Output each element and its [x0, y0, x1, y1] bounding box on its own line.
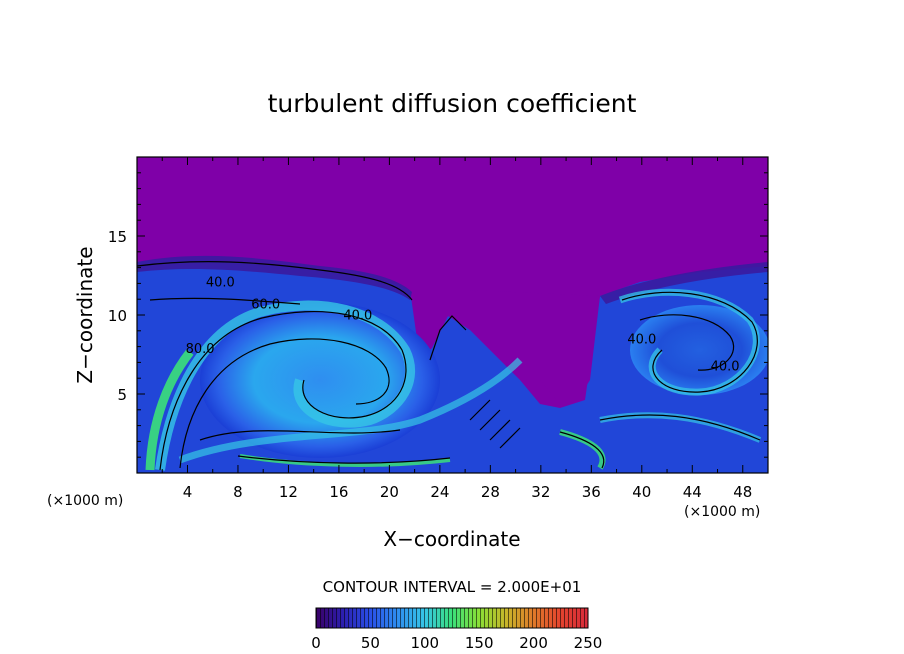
x-tick-label: 8	[233, 483, 243, 501]
x-tick-label: 12	[279, 483, 298, 501]
colorbar-tick-labels: 0 50 100 150 200 250	[311, 634, 602, 652]
inversion-band-right	[600, 262, 768, 304]
x-tick-label: 4	[183, 483, 193, 501]
contour-label: 40.0	[711, 359, 740, 374]
y-tick-label: 10	[108, 307, 127, 325]
y-tick-label: 15	[108, 228, 127, 246]
contour-label: 40.0	[343, 309, 372, 324]
x-tick-label: 40	[632, 483, 651, 501]
right-vortex	[630, 305, 768, 395]
x-tick-label: 24	[430, 483, 449, 501]
x-tick-label: 28	[481, 483, 500, 501]
left-vortex-arm	[155, 300, 415, 471]
x-unit-left: (×1000 m)	[47, 493, 123, 509]
y-axis-ticks: 5 10 15	[108, 172, 768, 458]
lower-cyan-band	[178, 357, 523, 464]
x-unit-right: (×1000 m)	[684, 504, 760, 520]
chart-title: turbulent diffusion coefficient	[268, 89, 637, 118]
x-tick-label: 48	[733, 483, 752, 501]
x-axis-label: X−coordinate	[383, 527, 520, 551]
colorbar-frame	[315, 607, 589, 629]
contour-interval-label: CONTOUR INTERVAL = 2.000E+01	[323, 578, 582, 596]
colorbar-tick-label: 100	[410, 634, 439, 652]
central-purple-intrusion	[470, 290, 600, 404]
x-axis-ticks: 4 8 12 16 20 24 28 32 36 40 44 48	[161, 157, 752, 501]
x-tick-label: 16	[329, 483, 348, 501]
colorbar-tick-label: 200	[519, 634, 548, 652]
colorbar-tick-label: 50	[361, 634, 380, 652]
colorbar-tick-label: 150	[465, 634, 494, 652]
y-axis-label: Z−coordinate	[73, 246, 97, 383]
left-green-streak	[145, 349, 194, 471]
x-tick-label: 44	[683, 483, 702, 501]
x-tick-label: 36	[582, 483, 601, 501]
contour-lines	[137, 261, 761, 471]
contour-labels: 40.0 60.0 40.0 80.0 40.0 40.0	[186, 276, 740, 375]
colorbar: 0 50 100 150 200 250	[311, 607, 602, 652]
inversion-band	[137, 255, 412, 300]
colorbar-tick-label: 250	[574, 634, 603, 652]
x-tick-label: 32	[531, 483, 550, 501]
contour-label: 40.0	[206, 276, 235, 291]
y-tick-label: 5	[117, 386, 127, 404]
colorbar-stripes	[316, 608, 588, 628]
contour-label: 60.0	[251, 298, 280, 313]
contour-label: 40.0	[627, 332, 656, 347]
x-tick-label: 20	[380, 483, 399, 501]
contour-label: 80.0	[186, 342, 215, 357]
plot-area: 40.0 60.0 40.0 80.0 40.0 40.0	[137, 157, 768, 473]
colorbar-tick-label: 0	[311, 634, 321, 652]
